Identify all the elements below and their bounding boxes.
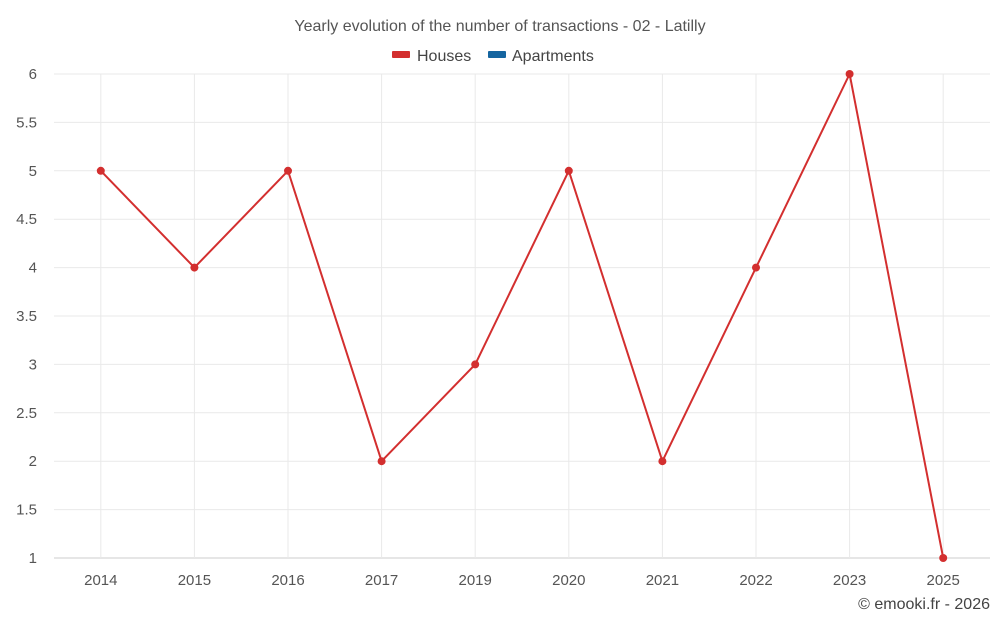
data-point-houses-2014[interactable] [96, 166, 105, 175]
y-tick-label: 6 [29, 66, 37, 83]
credit-text: © emooki.fr - 2026 [858, 596, 990, 613]
y-tick-label: 1 [29, 550, 37, 567]
x-tick-label: 2025 [927, 572, 960, 589]
y-tick-label: 4 [29, 260, 37, 277]
x-tick-label: 2016 [271, 572, 304, 589]
grid [54, 73, 990, 559]
legend-swatch-apartments [488, 51, 506, 58]
legend-label-apartments[interactable]: Apartments [512, 48, 594, 65]
data-point-houses-2019[interactable] [471, 360, 480, 369]
data-point-houses-2023[interactable] [845, 70, 854, 78]
x-tick-label: 2015 [178, 572, 211, 589]
data-point-houses-2022[interactable] [752, 263, 760, 272]
series-houses [96, 70, 948, 562]
x-tick-label: 2022 [739, 572, 772, 589]
data-point-houses-2016[interactable] [284, 166, 292, 175]
chart-title: Yearly evolution of the number of transa… [294, 18, 705, 35]
x-tick-label: 2017 [365, 572, 398, 589]
data-point-houses-2021[interactable] [658, 457, 667, 466]
x-tick-label: 2021 [646, 572, 679, 589]
x-tick-label: 2014 [84, 572, 117, 589]
x-tick-label: 2019 [459, 572, 492, 589]
x-tick-label: 2020 [552, 572, 585, 589]
y-tick-label: 5.5 [16, 114, 37, 131]
y-tick-label: 1.5 [16, 502, 37, 519]
data-point-houses-2015[interactable] [190, 263, 199, 272]
series-line-houses [100, 73, 945, 559]
x-axis-ticks: 2014 2015 2016 2017 2019 2020 2021 2022 2023 2025 [84, 572, 960, 589]
y-tick-label: 5 [29, 163, 37, 180]
y-tick-label: 3.5 [16, 308, 37, 325]
y-tick-label: 2.5 [16, 405, 37, 422]
y-tick-label: 2 [29, 453, 37, 470]
data-point-houses-2025[interactable] [939, 554, 948, 562]
data-point-houses-2020[interactable] [564, 166, 573, 175]
y-tick-label: 4.5 [16, 211, 37, 228]
y-tick-label: 3 [29, 356, 37, 373]
legend-swatch-houses [392, 51, 410, 58]
y-axis-ticks: 1 1.5 2 2.5 3 3.5 4 4.5 5 5.5 6 [16, 66, 37, 567]
legend-label-houses[interactable]: Houses [417, 48, 471, 65]
x-tick-label: 2023 [833, 572, 866, 589]
data-point-houses-2017[interactable] [377, 457, 386, 466]
legend: Houses Apartments [392, 48, 594, 65]
